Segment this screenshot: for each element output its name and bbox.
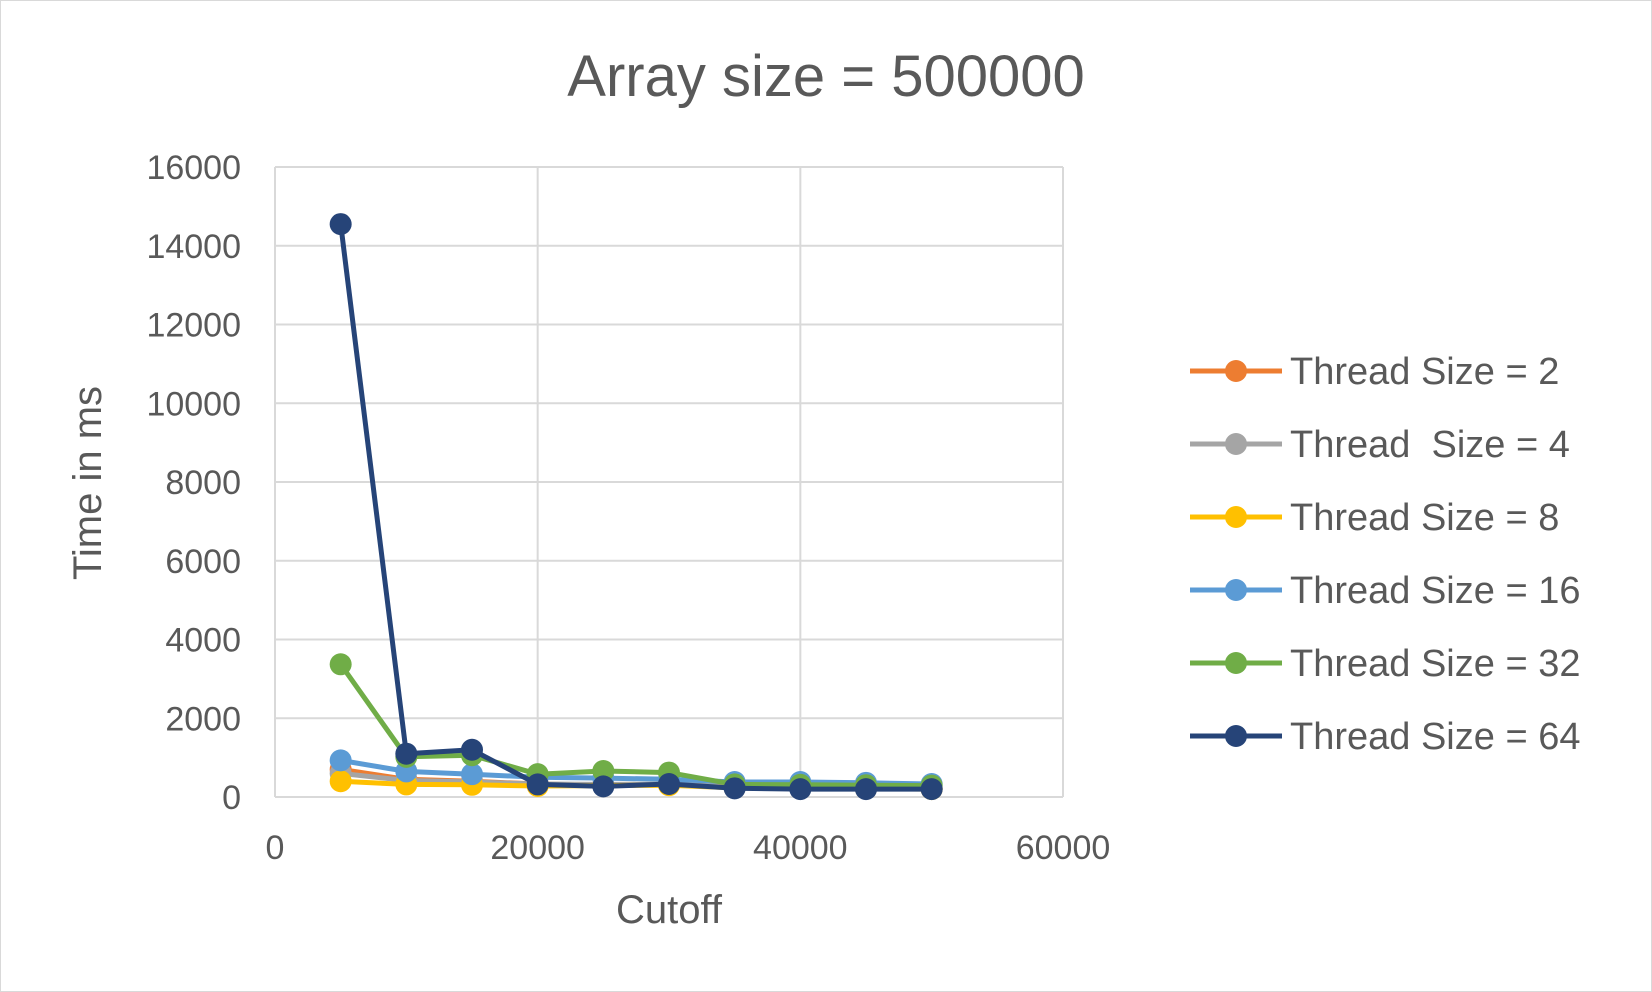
legend: Thread Size = 2 Thread Size = 4 Thread Siz… <box>1190 351 1580 758</box>
legend-marker <box>1225 433 1247 455</box>
x-tick-label: 40000 <box>753 829 848 867</box>
x-tick-label: 20000 <box>490 829 585 867</box>
data-point <box>789 778 812 801</box>
legend-marker <box>1225 652 1247 674</box>
series-5 <box>329 213 943 801</box>
data-point <box>723 777 746 800</box>
x-axis-ticks: 0 20000 40000 60000 <box>266 829 1111 867</box>
series-4 <box>329 653 943 797</box>
x-tick-label: 0 <box>266 829 285 867</box>
legend-label: Thread Size = 2 <box>1290 351 1559 393</box>
data-point <box>592 775 615 798</box>
y-tick-label: 4000 <box>165 622 241 660</box>
legend-entry: Thread Size = 2 <box>1190 351 1559 393</box>
y-tick-label: 10000 <box>146 385 241 423</box>
data-point <box>395 742 418 765</box>
data-point <box>461 738 483 761</box>
y-tick-label: 16000 <box>146 149 241 187</box>
y-tick-label: 8000 <box>165 464 241 502</box>
x-axis-label: Cutoff <box>616 888 723 932</box>
legend-marker <box>1225 506 1247 528</box>
y-tick-label: 12000 <box>146 307 241 345</box>
y-tick-label: 2000 <box>165 700 241 738</box>
series-layer <box>329 213 943 801</box>
legend-label: Thread Size = 4 <box>1290 424 1570 466</box>
data-point <box>592 760 615 783</box>
data-point <box>658 773 680 796</box>
data-point <box>920 778 943 801</box>
y-axis-ticks: 0 2000 4000 6000 8000 10000 12000 14000 16000 <box>146 149 241 817</box>
legend-entry: Thread Size = 8 <box>1190 497 1559 539</box>
data-point <box>461 763 483 786</box>
legend-entry: Thread Size = 16 <box>1190 570 1580 612</box>
legend-label: Thread Size = 8 <box>1290 497 1559 539</box>
gridlines <box>274 166 1064 798</box>
y-tick-label: 6000 <box>165 543 241 581</box>
chart-title: Array size = 500000 <box>567 44 1084 109</box>
series-line <box>338 662 932 789</box>
series-line <box>340 757 932 787</box>
data-point <box>526 773 549 796</box>
legend-entry: Thread Size = 32 <box>1190 643 1580 685</box>
y-tick-label: 0 <box>222 779 241 817</box>
y-tick-label: 14000 <box>146 228 241 266</box>
series-line <box>338 223 932 792</box>
legend-label: Thread Size = 32 <box>1290 643 1580 685</box>
data-point <box>329 749 352 772</box>
legend-entry: Thread Size = 4 <box>1190 424 1570 466</box>
legend-marker <box>1225 360 1247 382</box>
data-point <box>329 770 352 793</box>
legend-label: Thread Size = 64 <box>1290 716 1580 758</box>
y-axis-label: Time in ms <box>66 386 110 580</box>
data-point <box>329 213 352 236</box>
legend-entry: Thread Size = 64 <box>1190 716 1580 758</box>
data-point <box>855 778 877 801</box>
legend-label: Thread Size = 16 <box>1290 570 1580 612</box>
data-point <box>329 653 352 676</box>
legend-marker <box>1225 579 1247 601</box>
legend-marker <box>1225 725 1247 747</box>
x-tick-label: 60000 <box>1016 829 1111 867</box>
